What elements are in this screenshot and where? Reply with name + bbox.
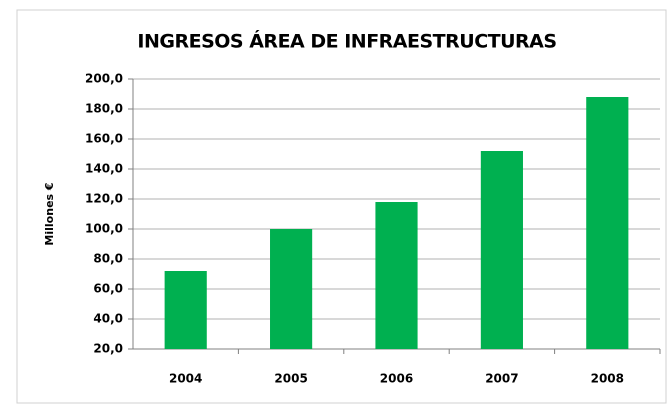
x-tick-label: 2006	[380, 372, 413, 386]
chart-frame	[16, 9, 667, 404]
y-tick-label: 20,0	[93, 342, 123, 356]
x-tick-label: 2007	[485, 372, 518, 386]
bar	[586, 97, 629, 349]
y-tick-label: 80,0	[93, 252, 123, 266]
bar	[375, 202, 418, 349]
x-tick-label: 2008	[591, 372, 624, 386]
bar	[164, 271, 207, 349]
y-axis-label: Millones €	[43, 182, 56, 245]
bar	[480, 151, 523, 349]
y-tick-label: 120,0	[85, 192, 123, 206]
chart-title: INGRESOS ÁREA DE INFRAESTRUCTURAS	[137, 30, 556, 53]
x-tick-label: 2004	[169, 372, 202, 386]
y-tick-label: 60,0	[93, 282, 123, 296]
y-tick-label: 140,0	[85, 162, 123, 176]
y-tick-label: 40,0	[93, 312, 123, 326]
y-tick-label: 200,0	[85, 72, 123, 86]
y-tick-label: 180,0	[85, 102, 123, 116]
y-tick-label: 100,0	[85, 222, 123, 236]
bar	[270, 229, 313, 349]
y-tick-label: 160,0	[85, 132, 123, 146]
x-tick-label: 2005	[274, 372, 307, 386]
